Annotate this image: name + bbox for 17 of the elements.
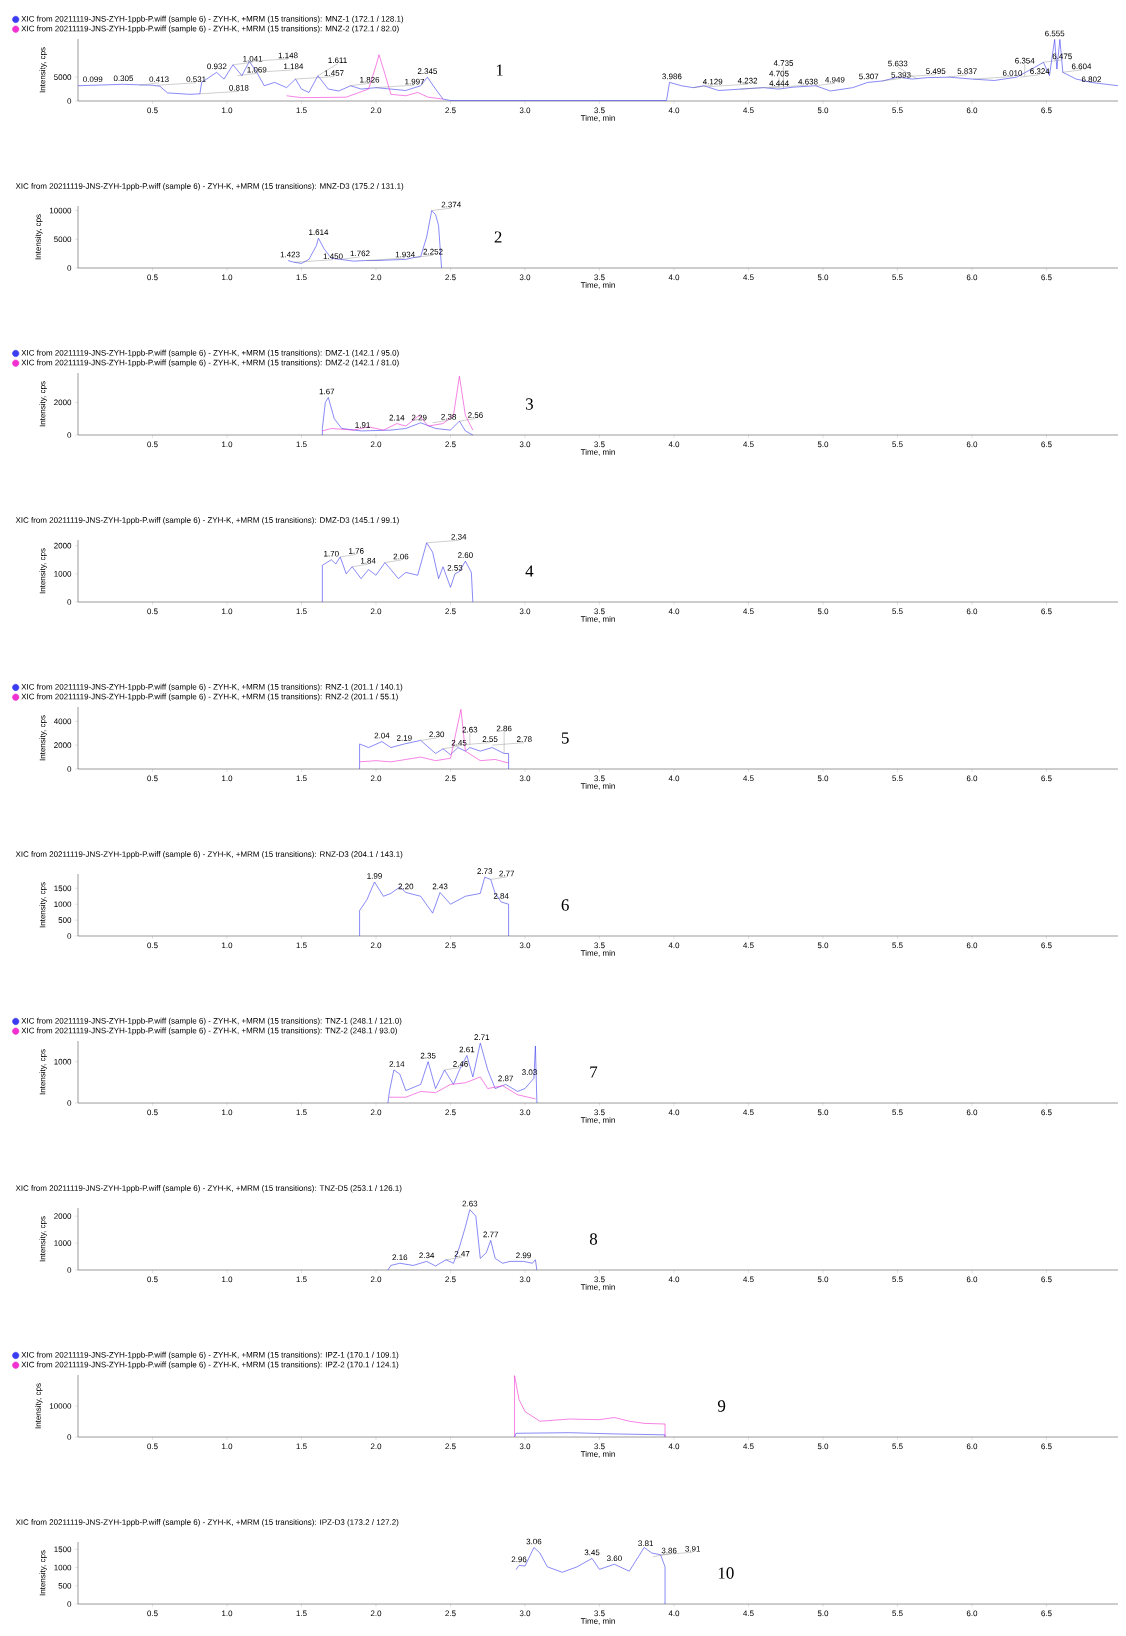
annotation: 10 bbox=[718, 1567, 734, 1579]
line-series bbox=[77, 39, 1119, 101]
annotation: 4 bbox=[525, 565, 534, 577]
annotation: 5 bbox=[561, 732, 569, 744]
line-series bbox=[389, 1076, 536, 1100]
annotation: 9 bbox=[717, 1400, 726, 1412]
annotation: 3 bbox=[526, 398, 533, 410]
annotation: 1 bbox=[496, 64, 503, 76]
annotation: 8 bbox=[589, 1233, 598, 1245]
line-series bbox=[514, 1375, 666, 1438]
annotation: 2 bbox=[494, 231, 502, 243]
annotation: 6 bbox=[561, 899, 569, 911]
line-series bbox=[387, 1209, 538, 1271]
line-series bbox=[322, 542, 474, 603]
line-series bbox=[387, 1042, 538, 1104]
line-series bbox=[359, 740, 509, 770]
annotation: 7 bbox=[590, 1066, 598, 1078]
